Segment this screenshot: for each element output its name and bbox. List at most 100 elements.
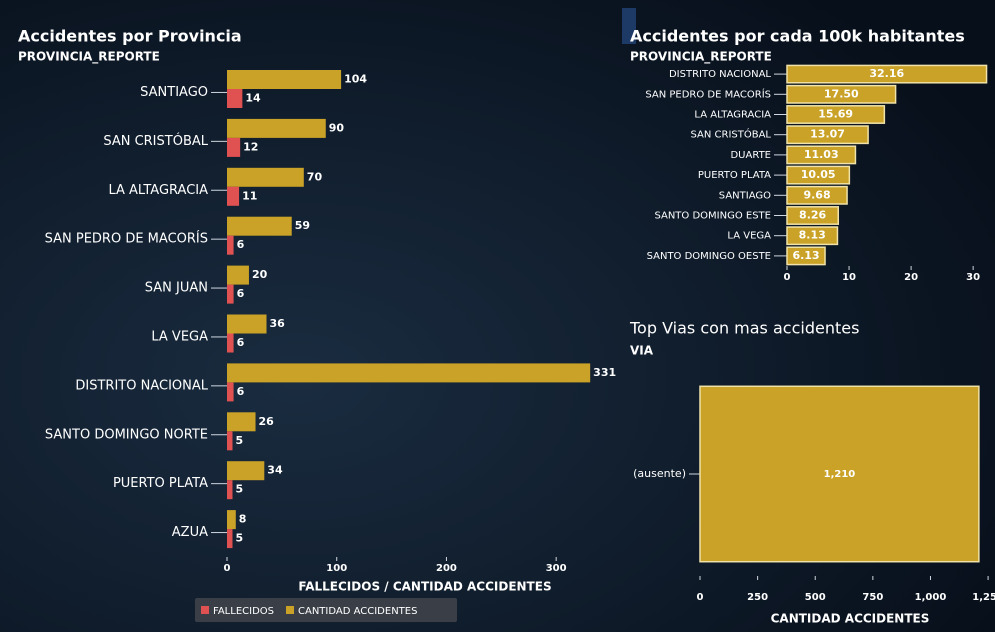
bar bbox=[227, 186, 240, 206]
bar bbox=[227, 480, 233, 500]
menu-handle[interactable] bbox=[622, 8, 636, 44]
category-label: LA VEGA bbox=[151, 329, 208, 344]
y-axis-title: PROVINCIA_REPORTE bbox=[630, 50, 772, 65]
value-label: 20 bbox=[252, 268, 268, 281]
bar bbox=[227, 333, 234, 353]
value-label: 6 bbox=[237, 238, 245, 251]
value-label: 9.68 bbox=[803, 188, 830, 201]
x-tick-label: 200 bbox=[436, 563, 457, 574]
value-label: 6 bbox=[237, 336, 245, 349]
value-label: 5 bbox=[235, 434, 243, 447]
bar bbox=[227, 363, 591, 383]
bar bbox=[227, 314, 267, 334]
value-label: 12 bbox=[243, 140, 258, 153]
value-label: 5 bbox=[235, 532, 243, 545]
category-label: DUARTE bbox=[730, 150, 771, 161]
value-label: 70 bbox=[307, 170, 323, 183]
bar bbox=[786, 64, 988, 84]
category-label: SAN JUAN bbox=[145, 281, 208, 296]
value-label: 331 bbox=[593, 366, 616, 379]
x-tick-label: 0 bbox=[784, 272, 791, 283]
bar bbox=[227, 216, 292, 236]
value-label: 104 bbox=[344, 73, 367, 86]
value-label: 17.50 bbox=[824, 87, 859, 100]
category-label: SANTO DOMINGO NORTE bbox=[45, 427, 208, 442]
value-label: 36 bbox=[270, 317, 286, 330]
value-label: 59 bbox=[295, 219, 310, 232]
bar bbox=[227, 70, 342, 89]
x-tick-label: 500 bbox=[805, 592, 826, 603]
value-label: 11 bbox=[242, 189, 257, 202]
bar bbox=[227, 412, 256, 432]
category-label: SAN CRISTÓBAL bbox=[690, 128, 771, 141]
category-label: LA ALTAGRACIA bbox=[108, 183, 208, 198]
chart-title: Top Vias con mas accidentes bbox=[629, 319, 859, 338]
bar bbox=[227, 265, 249, 285]
bar bbox=[786, 185, 848, 205]
value-label: 14 bbox=[245, 92, 261, 105]
bar bbox=[786, 246, 826, 266]
x-tick-label: 300 bbox=[546, 563, 567, 574]
value-label: 90 bbox=[329, 121, 345, 134]
category-label: SAN CRISTÓBAL bbox=[103, 133, 208, 149]
bar bbox=[786, 125, 869, 145]
category-label: PUERTO PLATA bbox=[113, 476, 208, 491]
bar bbox=[786, 206, 840, 225]
category-label: SANTO DOMINGO OESTE bbox=[647, 251, 771, 262]
category-label: LA VEGA bbox=[727, 231, 771, 242]
category-label: SANTIAGO bbox=[719, 190, 771, 201]
value-label: 1,210 bbox=[824, 469, 856, 480]
x-tick-label: 0 bbox=[224, 563, 231, 574]
x-axis-title: FALLECIDOS / CANTIDAD ACCIDENTES bbox=[298, 580, 551, 594]
value-label: 15.69 bbox=[818, 108, 853, 121]
bar bbox=[227, 461, 265, 481]
value-label: 32.16 bbox=[869, 67, 904, 80]
bar bbox=[227, 284, 234, 304]
chart-title: Accidentes por Provincia bbox=[18, 27, 242, 46]
x-tick-label: 10 bbox=[842, 272, 856, 283]
bar bbox=[227, 510, 236, 530]
category-label: SANTO DOMINGO ESTE bbox=[654, 211, 771, 222]
category-label: DISTRITO NACIONAL bbox=[75, 378, 208, 393]
bar bbox=[227, 235, 234, 255]
category-label: SAN PEDRO DE MACORÍS bbox=[45, 231, 208, 247]
bar bbox=[786, 226, 839, 246]
category-label: LA ALTAGRACIA bbox=[694, 110, 771, 121]
value-label: 8.26 bbox=[799, 209, 826, 222]
bar bbox=[227, 431, 233, 451]
legend-label: CANTIDAD ACCIDENTES bbox=[298, 606, 417, 617]
legend-box bbox=[195, 598, 457, 622]
category-label: DISTRITO NACIONAL bbox=[669, 69, 771, 80]
chart-title: Accidentes por cada 100k habitantes bbox=[630, 27, 965, 46]
value-label: 13.07 bbox=[810, 128, 845, 141]
bar bbox=[227, 137, 241, 157]
value-label: 8 bbox=[239, 513, 247, 526]
x-tick-label: 30 bbox=[966, 272, 980, 283]
bar bbox=[786, 105, 886, 124]
bar bbox=[786, 84, 897, 104]
value-label: 11.03 bbox=[804, 148, 839, 161]
category-label: AZUA bbox=[172, 525, 208, 540]
value-label: 8.13 bbox=[799, 229, 826, 242]
category-label: (ausente) bbox=[633, 467, 686, 480]
x-tick-label: 1,000 bbox=[915, 592, 947, 603]
legend-label: FALLECIDOS bbox=[213, 606, 274, 617]
legend-swatch bbox=[286, 606, 294, 614]
value-label: 5 bbox=[235, 483, 243, 496]
bar bbox=[227, 529, 233, 549]
value-label: 6 bbox=[237, 385, 245, 398]
y-axis-title: VIA bbox=[630, 344, 654, 358]
category-label: PUERTO PLATA bbox=[698, 170, 771, 181]
bar bbox=[227, 118, 326, 138]
value-label: 10.05 bbox=[801, 168, 836, 181]
value-label: 6 bbox=[237, 287, 245, 300]
bar bbox=[227, 382, 234, 402]
x-axis-title: CANTIDAD ACCIDENTES bbox=[771, 612, 930, 626]
value-label: 34 bbox=[267, 464, 283, 477]
x-tick-label: 20 bbox=[904, 272, 918, 283]
bar bbox=[227, 89, 243, 108]
bar bbox=[786, 165, 851, 185]
x-tick-label: 250 bbox=[747, 592, 768, 603]
bar bbox=[786, 145, 857, 165]
